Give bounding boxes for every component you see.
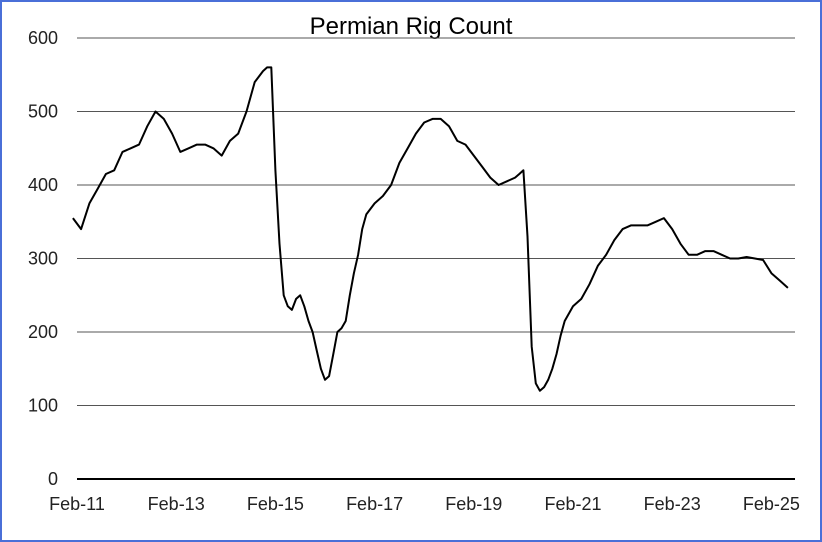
y-tick-label: 400: [28, 175, 58, 195]
y-tick-label: 600: [28, 28, 58, 48]
gridlines: [77, 37, 795, 406]
x-tick-label: Feb-15: [247, 494, 304, 514]
y-axis-ticks: 0 100 200 300 400 500 600: [28, 28, 58, 489]
x-tick-label: Feb-11: [49, 494, 105, 514]
x-tick-label: Feb-25: [743, 494, 800, 514]
x-tick-label: Feb-21: [544, 494, 601, 514]
series-line: [72, 66, 789, 392]
y-tick-label: 300: [28, 249, 58, 269]
x-tick-label: Feb-19: [445, 494, 502, 514]
x-tick-label: Feb-17: [346, 494, 403, 514]
y-tick-label: 500: [28, 102, 58, 122]
x-axis-ticks: Feb-11 Feb-13 Feb-15 Feb-17 Feb-19 Feb-21 Feb-…: [49, 494, 800, 514]
x-tick-label: Feb-13: [148, 494, 205, 514]
y-tick-label: 200: [28, 322, 58, 342]
chart-title: Permian Rig Count: [310, 13, 513, 40]
y-tick-label: 0: [48, 469, 58, 489]
y-tick-label: 100: [28, 396, 58, 416]
x-tick-label: Feb-23: [644, 494, 701, 514]
